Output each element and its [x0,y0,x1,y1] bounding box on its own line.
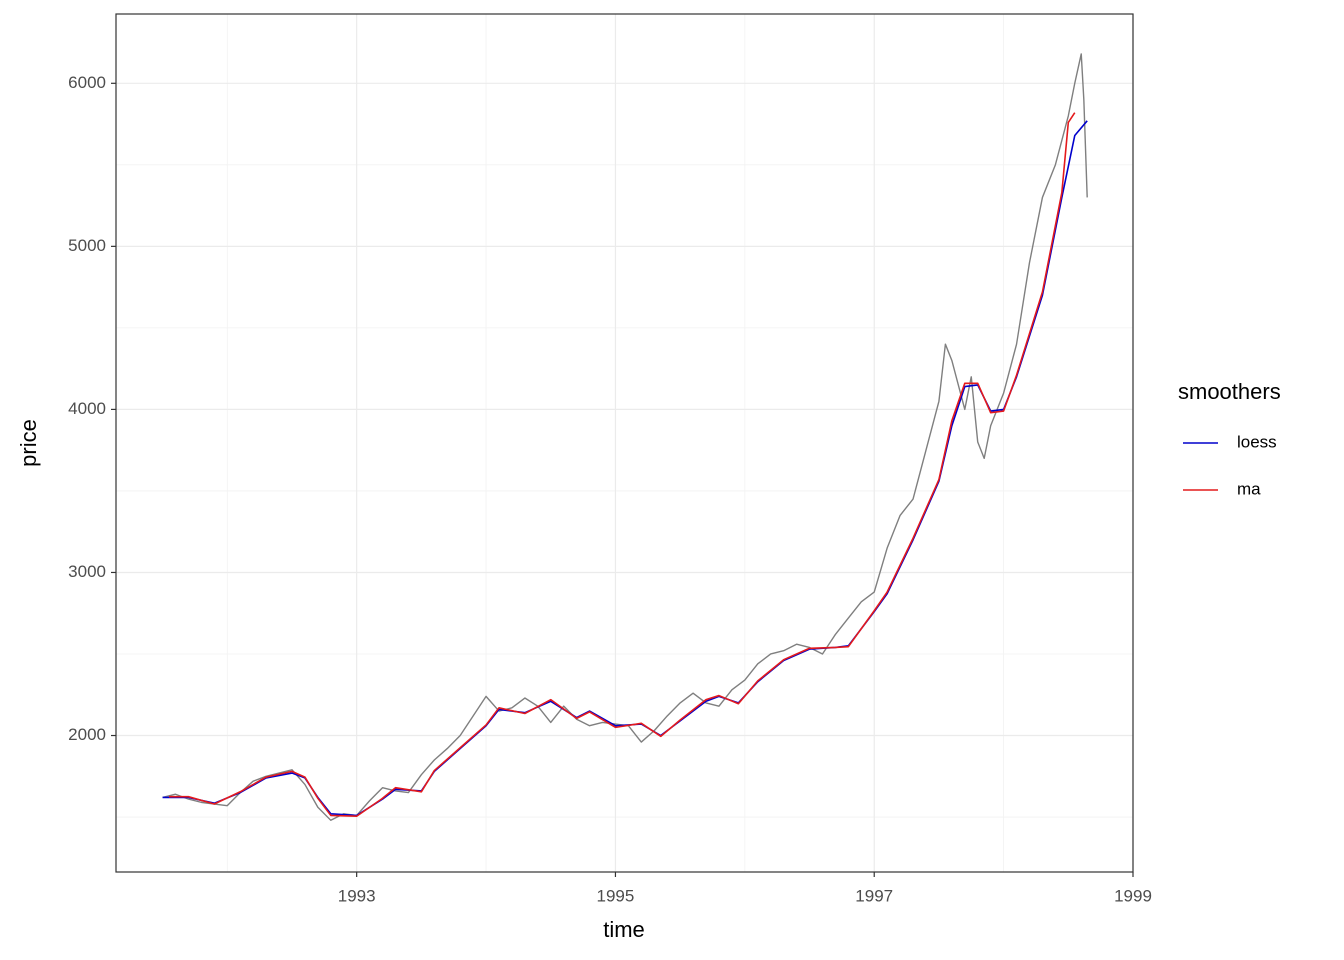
y-tick-label: 3000 [68,562,106,581]
y-tick-label: 6000 [68,73,106,92]
y-axis-title: price [16,419,41,467]
x-tick-label: 1999 [1114,886,1152,905]
smoother-line [169,112,1076,818]
x-axis-title: time [603,917,645,942]
x-tick-label: 1993 [338,886,376,905]
legend-label: ma [1237,479,1261,498]
price-line [162,53,1088,822]
y-tick-label: 2000 [68,725,106,744]
legend-title: smoothers [1178,379,1281,404]
x-tick-label: 1995 [597,886,635,905]
lines [162,53,1088,822]
plot-border [115,13,1134,873]
x-tick-label: 1997 [855,886,893,905]
legend-label: loess [1237,432,1277,451]
y-tick-label: 5000 [68,236,106,255]
axes: 2000 3000 4000 5000 6000 1993 1995 1997 1999 [68,73,1152,906]
legend: loess ma [1183,432,1277,498]
y-tick-label: 4000 [68,399,106,418]
